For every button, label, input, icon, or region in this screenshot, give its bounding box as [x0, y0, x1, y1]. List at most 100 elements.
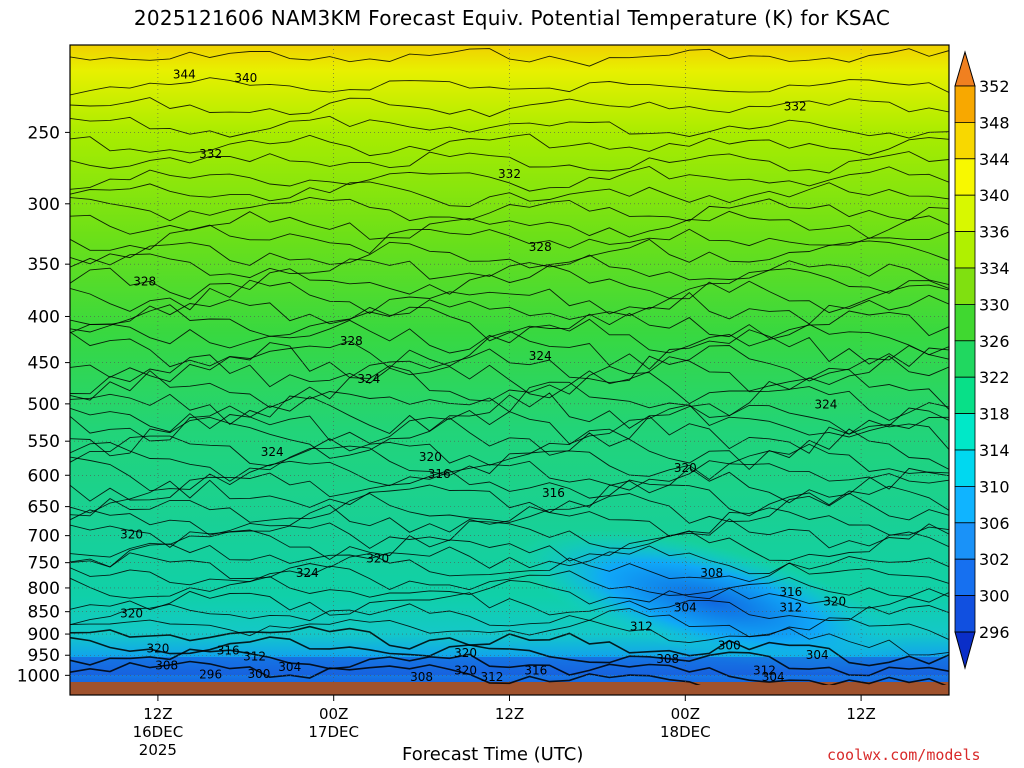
contour-line	[70, 48, 949, 67]
contour-label-text: 324	[529, 349, 552, 363]
contour-label-text: 308	[656, 652, 679, 666]
contour-label: 308	[155, 659, 178, 673]
contour-label: 316	[217, 643, 240, 657]
contour-label: 312	[753, 664, 776, 678]
contour-label: 332	[784, 99, 807, 113]
contour-line	[70, 404, 949, 445]
contour-label: 344	[173, 68, 196, 82]
contour-label-text: 312	[243, 650, 266, 664]
colorbar-segment	[954, 558, 976, 597]
contour-label-text: 320	[454, 646, 477, 660]
colorbar-label: 296	[979, 623, 1010, 642]
colorbar-segment	[954, 449, 976, 487]
contour-label-text: 324	[296, 566, 319, 580]
contour-label-text: 332	[199, 147, 222, 161]
contour-label: 304	[674, 600, 697, 614]
contour-label-text: 316	[428, 467, 451, 481]
colorbar-label: 318	[979, 405, 1010, 424]
contour-line	[70, 479, 949, 517]
contour-line	[70, 492, 949, 524]
colorbar-segment	[954, 267, 976, 305]
x-tick-sublabel: 18DEC	[660, 723, 711, 741]
y-tick-label: 400	[28, 307, 60, 327]
contour-label-text: 332	[498, 167, 521, 181]
colorbar-bottom-arrow	[954, 631, 976, 670]
contour-line	[70, 576, 949, 609]
y-tick-label: 700	[28, 527, 60, 547]
contour-label: 320	[823, 595, 846, 609]
colorbar-segment	[954, 158, 976, 196]
contour-line	[70, 428, 949, 471]
contour-label-text: 320	[674, 461, 697, 475]
y-tick-label: 300	[28, 195, 60, 215]
contour-line	[70, 354, 949, 399]
contour-label: 320	[120, 527, 143, 541]
chart-title: 2025121606 NAM3KM Forecast Equiv. Potent…	[133, 6, 891, 30]
cold-core-shading	[517, 529, 907, 674]
contour-label: 316	[542, 486, 565, 500]
contour-label: 320	[146, 641, 169, 655]
contour-label-text: 312	[753, 664, 776, 678]
colorbar-segment	[954, 485, 976, 524]
contour-label-text: 340	[234, 71, 257, 85]
y-tick-label: 250	[28, 123, 60, 143]
contour-label: 304	[806, 648, 829, 662]
y-tick-label: 1000	[17, 666, 60, 686]
contour-line	[70, 590, 949, 621]
contour-label-text: 312	[480, 670, 503, 684]
contour-line	[70, 342, 949, 384]
contour-label: 320	[419, 450, 442, 464]
contour-label-text: 312	[630, 619, 653, 633]
y-tick-label: 350	[28, 255, 60, 275]
colorbar-label: 334	[979, 259, 1010, 278]
contour-label: 312	[243, 650, 266, 664]
contour-label: 340	[234, 71, 257, 85]
contour-label: 300	[718, 638, 741, 652]
contour-line	[70, 181, 949, 208]
y-tick-label: 650	[28, 498, 60, 518]
contour-label-text: 320	[120, 527, 143, 541]
y-tick-label: 500	[28, 395, 60, 415]
contour-line	[70, 196, 949, 222]
contour-label: 312	[480, 670, 503, 684]
colorbar-label: 314	[979, 441, 1010, 460]
colorbar-label: 300	[979, 587, 1010, 606]
colorbar-segment	[954, 340, 976, 378]
colorbar-label: 302	[979, 550, 1010, 569]
contour-label: 324	[357, 372, 380, 386]
contour-label-text: 304	[674, 600, 697, 614]
contour-label: 332	[498, 167, 521, 181]
contour-label-text: 316	[779, 585, 802, 599]
contour-label-text: 344	[173, 68, 196, 82]
contour-line	[70, 318, 949, 356]
contour-label-text: 316	[217, 643, 240, 657]
contour-label-text: 312	[779, 600, 802, 614]
contour-line	[70, 264, 949, 300]
contour-line	[70, 210, 949, 240]
contour-label-text: 304	[278, 660, 301, 674]
contour-label-text: 308	[155, 659, 178, 673]
contour-label: 316	[428, 467, 451, 481]
contour-line	[70, 292, 949, 325]
contour-line	[70, 660, 701, 685]
contour-label-text: 328	[529, 240, 552, 254]
contour-line	[70, 392, 949, 435]
contour-label-text: 300	[248, 667, 271, 681]
contour-label: 308	[656, 652, 679, 666]
contour-label: 316	[779, 585, 802, 599]
y-tick-label: 900	[28, 625, 60, 645]
credit-link[interactable]: coolwx.com/models	[827, 746, 981, 764]
contour-label: 304	[278, 660, 301, 674]
contour-label-text: 324	[814, 397, 837, 411]
contour-line	[70, 304, 949, 342]
contour-label-text: 316	[542, 486, 565, 500]
x-tick-label: 12Z	[846, 705, 875, 723]
contour-label-text: 320	[419, 450, 442, 464]
contour-label-text: 304	[762, 670, 785, 684]
contour-line	[70, 115, 949, 139]
contour-line	[70, 636, 949, 677]
contour-line	[70, 619, 949, 656]
y-tick-label: 450	[28, 354, 60, 374]
colorbar-label: 344	[979, 150, 1010, 169]
